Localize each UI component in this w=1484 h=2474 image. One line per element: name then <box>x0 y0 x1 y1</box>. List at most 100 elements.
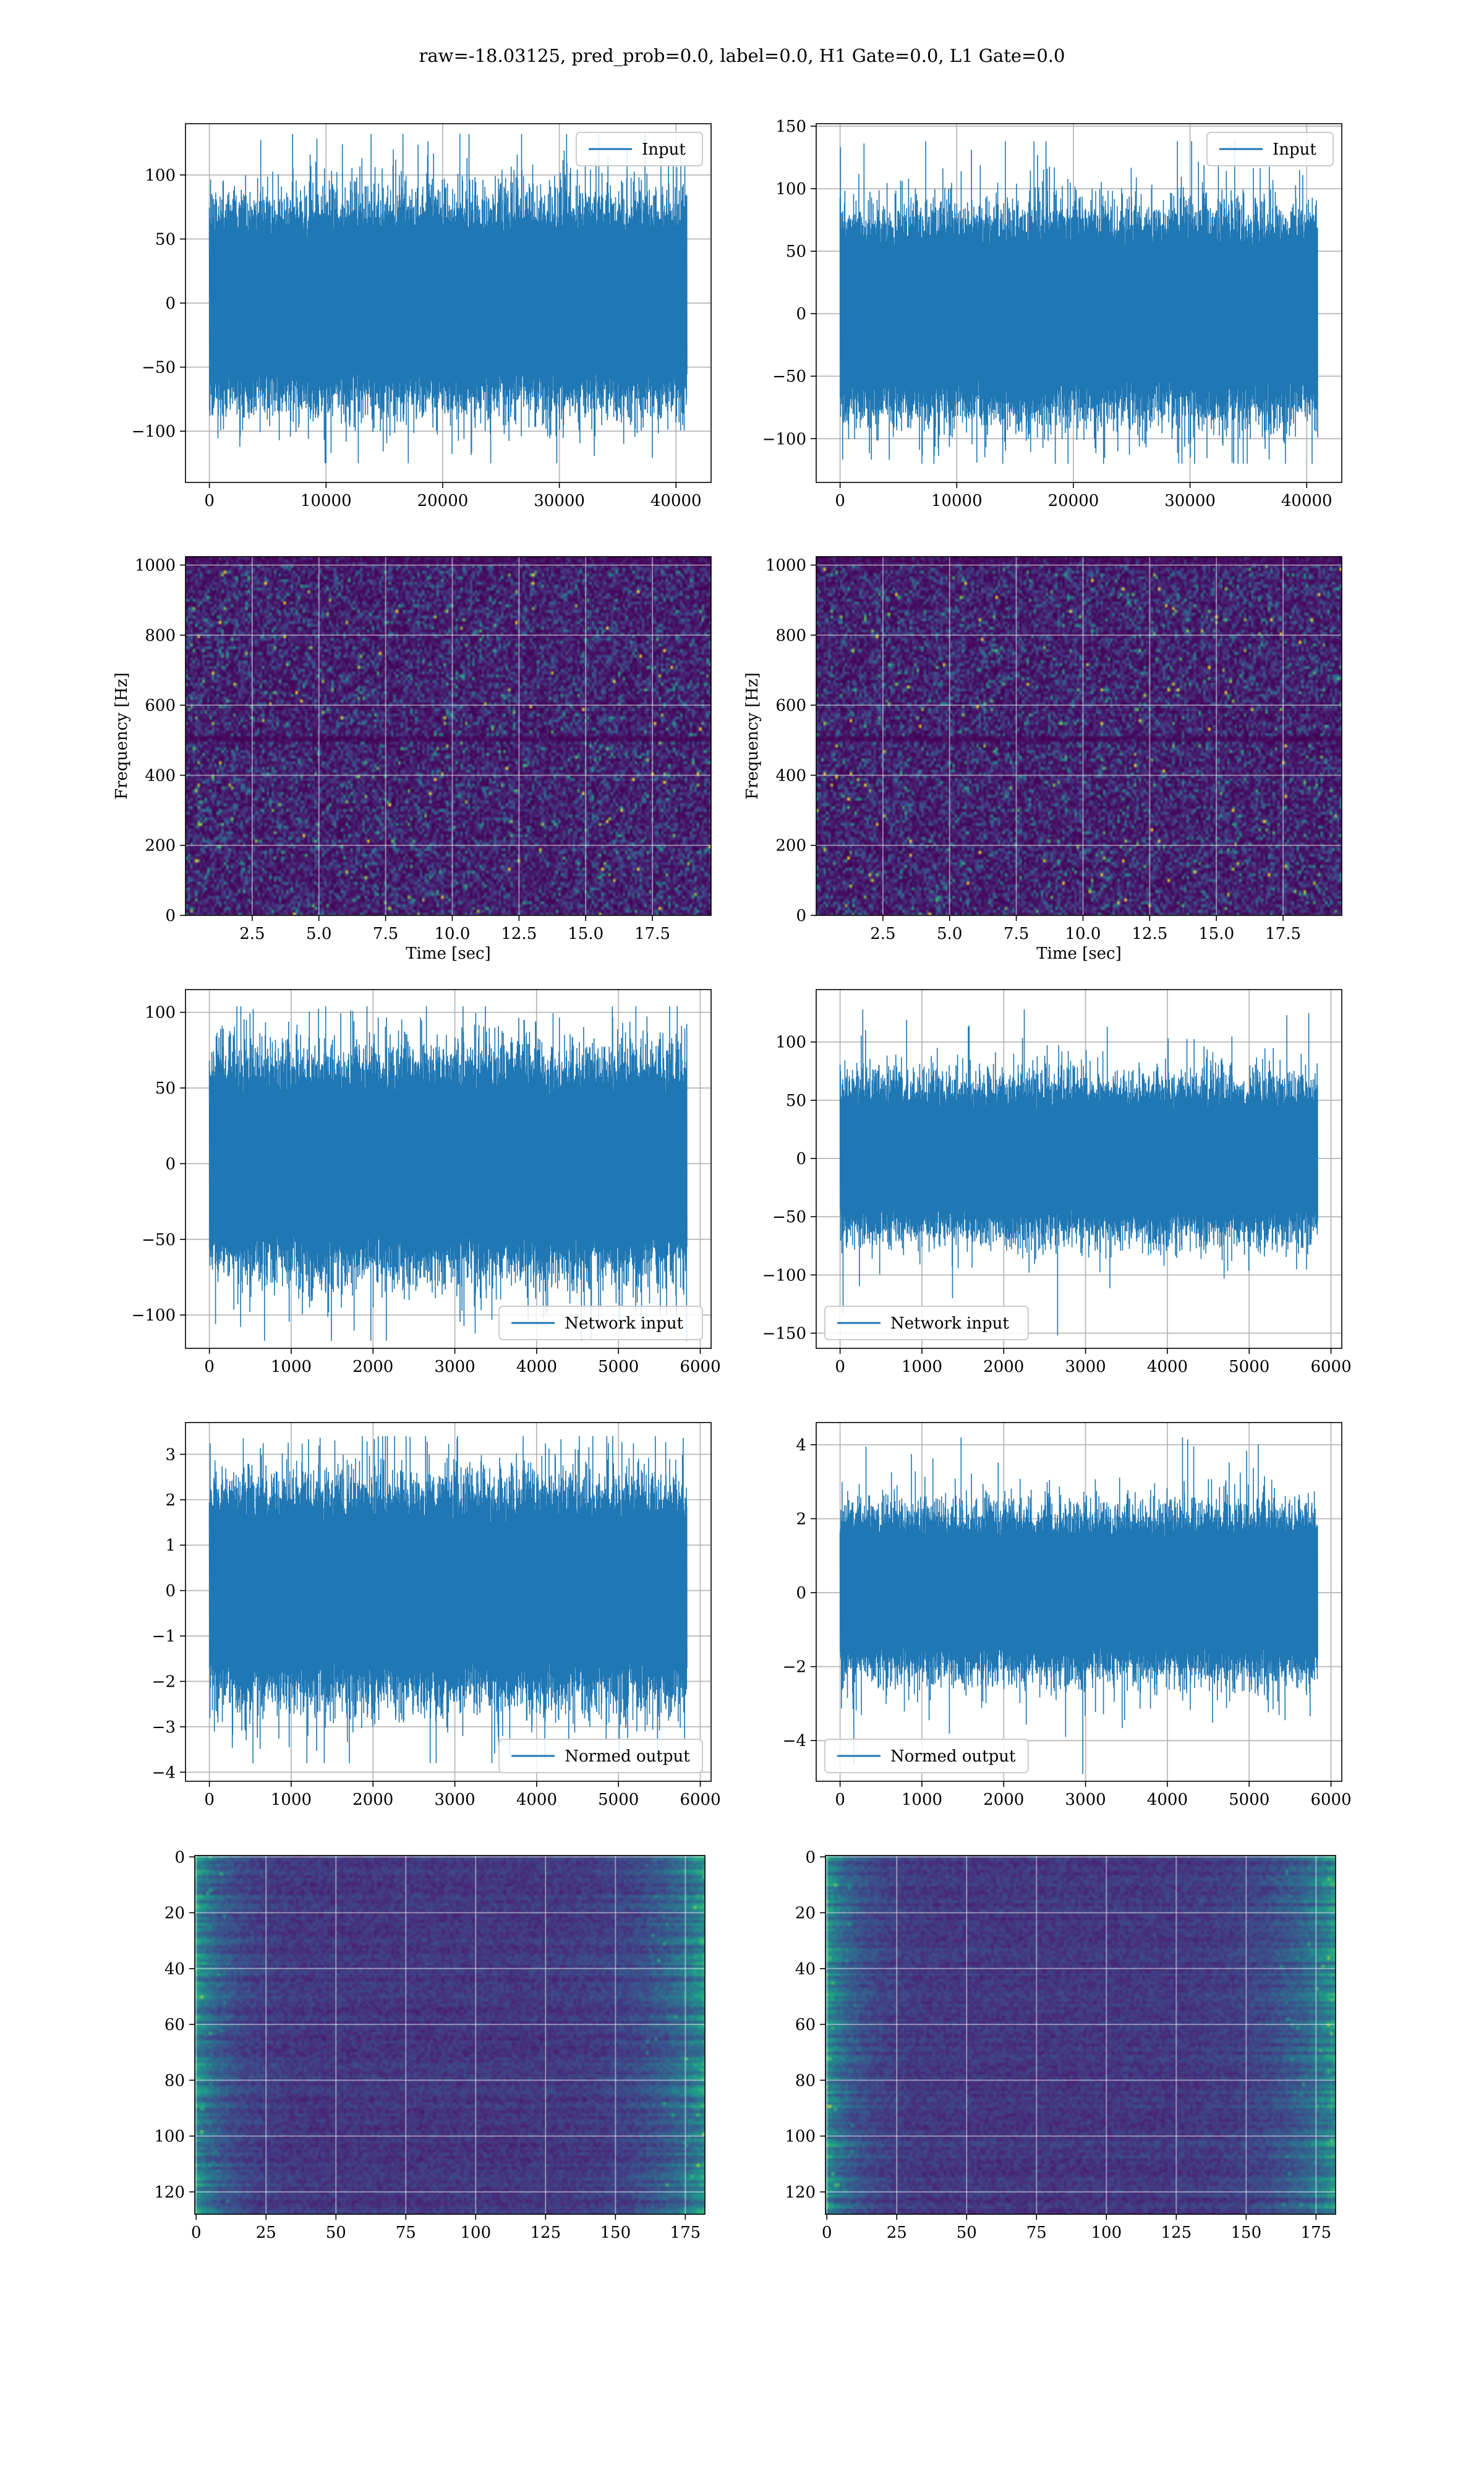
legend-frame <box>498 1306 703 1340</box>
series-line-core <box>209 1538 688 1643</box>
x-tick-label: 40000 <box>1281 492 1333 510</box>
x-tick-label: 1000 <box>902 1358 942 1376</box>
x-tick-label: 12.5 <box>1132 925 1167 943</box>
y-tick-label: 120 <box>154 2183 185 2202</box>
series-line-core <box>840 1121 1318 1196</box>
x-tick-label: 30000 <box>534 492 585 510</box>
x-tick-label: 6000 <box>680 1791 720 1809</box>
x-tick-label: 25 <box>887 2224 907 2242</box>
x-tick-label: 3000 <box>1065 1791 1106 1809</box>
x-tick-label: 0 <box>204 1791 215 1809</box>
y-tick-label: 0 <box>165 907 176 925</box>
legend-label: Normed output <box>565 1747 690 1766</box>
chart-h1-input: 0 10000 20000 30000 40000 −100 −50 0 50 100 Input <box>132 123 712 510</box>
y-tick-label: 600 <box>145 696 176 715</box>
x-tick-label: 6000 <box>1310 1791 1351 1809</box>
y-tick-label: 4 <box>796 1436 806 1455</box>
legend: Network input <box>498 1306 703 1340</box>
y-tick-label: 50 <box>155 230 176 249</box>
x-tick-label: 17.5 <box>1265 925 1301 943</box>
axes-frame <box>194 1855 706 2215</box>
y-tick-label: −50 <box>772 367 806 386</box>
legend-label: Normed output <box>890 1747 1016 1766</box>
x-tick-label: 0 <box>835 1358 845 1376</box>
y-tick-label: −100 <box>762 1266 806 1285</box>
legend-frame <box>1206 132 1334 166</box>
y-tick-label: 50 <box>786 1092 806 1110</box>
legend-frame <box>498 1739 703 1773</box>
x-tick-label: 50 <box>957 2224 977 2242</box>
y-tick-label: −100 <box>132 1306 176 1325</box>
chart-h1-normed-output: 0 1000 2000 3000 4000 5000 6000 −4 −3 −2 −1 0 1 2 3 Nor… <box>152 1422 721 1809</box>
plot-area <box>816 1423 1342 1781</box>
y-tick-label: −4 <box>783 1732 806 1750</box>
y-tick-label: 800 <box>145 627 176 645</box>
heatmap-image <box>195 1856 705 2214</box>
series-line-core <box>209 252 688 354</box>
x-tick-label: 0 <box>822 2224 832 2242</box>
y-tick-label: −1 <box>152 1627 176 1646</box>
y-tick-label: 1000 <box>765 557 806 575</box>
y-tick-label: 400 <box>775 766 806 785</box>
x-tick-label: 0 <box>835 1791 845 1809</box>
x-tick-label: 3000 <box>434 1358 475 1376</box>
y-tick-label: 600 <box>775 696 806 715</box>
y-tick-label: −50 <box>142 1231 176 1249</box>
axes-frame <box>825 1855 1336 2215</box>
x-tick-label: 17.5 <box>634 925 670 943</box>
y-tick-label: 0 <box>805 1848 816 1867</box>
y-tick-label: 100 <box>145 166 176 185</box>
x-tick-label: 0 <box>204 1358 215 1376</box>
x-tick-label: 10.0 <box>1065 925 1101 943</box>
y-tick-label: −2 <box>783 1658 806 1677</box>
y-tick-label: 20 <box>164 1904 185 1923</box>
x-tick-label: 10000 <box>301 492 352 510</box>
x-tick-label: 0 <box>191 2224 202 2242</box>
x-axis-label: Time [sec] <box>1036 944 1122 963</box>
y-tick-label: 0 <box>165 294 176 313</box>
legend: Input <box>576 132 703 166</box>
chart-l1-input: 0 10000 20000 30000 40000 −100 −50 0 50 100 150 Inp… <box>762 118 1342 510</box>
y-tick-label: 0 <box>165 1582 176 1601</box>
x-tick-label: 100 <box>460 2224 491 2242</box>
y-tick-label: 60 <box>795 2016 816 2034</box>
axes-frame <box>816 1422 1342 1782</box>
chart-l1-feature-map: 0 25 50 75 100 125 150 175 0 20 40 60 80 100 120 <box>785 1848 1336 2242</box>
y-tick-label: 80 <box>795 2071 816 2090</box>
y-tick-label: 100 <box>775 1034 806 1052</box>
x-tick-label: 10000 <box>931 492 983 510</box>
x-tick-label: 2.5 <box>239 925 265 943</box>
series-line-core <box>840 264 1318 363</box>
series-line-core <box>209 1111 688 1216</box>
x-tick-label: 0 <box>835 492 845 510</box>
x-tick-label: 175 <box>670 2224 701 2242</box>
y-tick-label: 100 <box>785 2128 816 2146</box>
x-tick-label: 5000 <box>598 1791 639 1809</box>
x-tick-label: 12.5 <box>501 925 537 943</box>
y-tick-label: 20 <box>795 1904 816 1923</box>
legend-label: Input <box>642 140 686 159</box>
x-tick-label: 40000 <box>650 492 702 510</box>
x-tick-label: 50 <box>326 2224 346 2242</box>
y-tick-label: −150 <box>762 1325 806 1343</box>
plot-area <box>186 990 711 1348</box>
chart-h1-network-input: 0 1000 2000 3000 4000 5000 6000 −100 −50 0 50 100 Ne… <box>132 989 721 1376</box>
x-tick-label: 75 <box>396 2224 416 2242</box>
plot-area <box>186 124 711 482</box>
x-tick-label: 2000 <box>352 1791 393 1809</box>
x-tick-label: 20000 <box>417 492 469 510</box>
x-tick-label: 7.5 <box>1004 925 1029 943</box>
axes-frame <box>185 556 712 916</box>
axes-frame <box>816 123 1342 483</box>
x-tick-label: 6000 <box>680 1358 720 1376</box>
x-tick-label: 15.0 <box>1198 925 1234 943</box>
y-tick-label: 100 <box>145 1004 176 1022</box>
y-tick-label: −50 <box>772 1208 806 1226</box>
x-tick-label: 10.0 <box>435 925 471 943</box>
y-tick-label: 3 <box>165 1445 176 1464</box>
legend: Input <box>1206 132 1334 166</box>
x-axis-label: Time [sec] <box>406 944 491 963</box>
x-tick-label: 75 <box>1026 2224 1047 2242</box>
chart-h1-spectrogram: 2.5 5.0 7.5 10.0 12.5 15.0 17.5 0 200 400 600 800 10… <box>113 556 712 963</box>
